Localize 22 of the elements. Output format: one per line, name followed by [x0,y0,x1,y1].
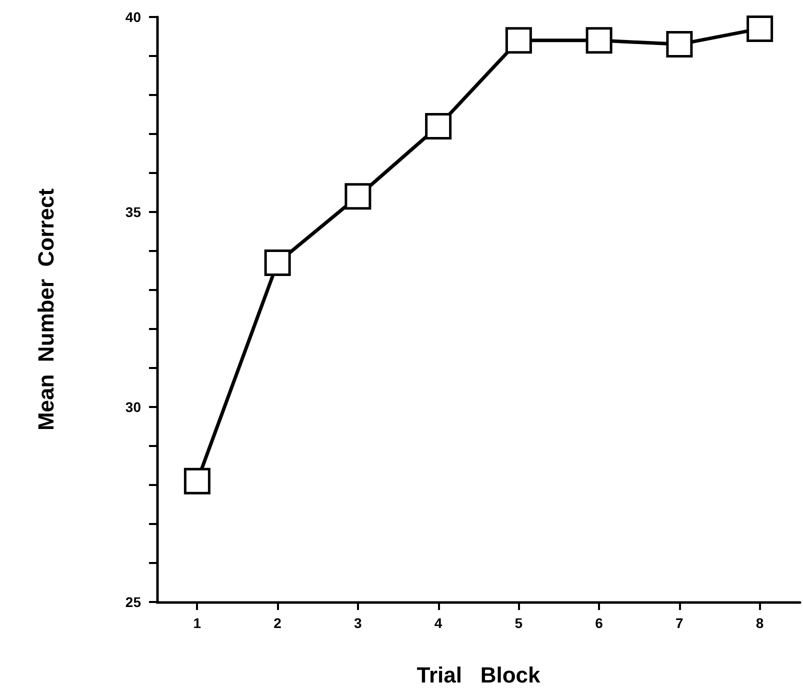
y-tick-label: 25 [125,594,142,610]
y-tick-label: 35 [125,204,142,220]
x-tick-label: 8 [756,615,764,631]
y-tick-label: 40 [125,9,142,25]
y-axis-title: Mean Number Correct [34,188,58,431]
x-tick-label: 2 [274,615,282,631]
x-tick-label: 4 [434,615,442,631]
point [505,27,532,54]
point [184,468,210,494]
x-tick-label: 3 [354,615,362,631]
point [264,249,291,276]
point [425,112,452,140]
point [746,15,774,42]
x-tick-label: 5 [514,615,523,631]
point [586,27,612,54]
x-tick-label: 7 [676,615,684,631]
point [666,31,693,58]
x-axis-title: Trial Block [416,662,542,688]
x-tick-label: 6 [595,615,604,631]
x-tick-label: 1 [193,615,202,631]
point [344,183,372,210]
y-tick-label: 30 [125,399,142,415]
